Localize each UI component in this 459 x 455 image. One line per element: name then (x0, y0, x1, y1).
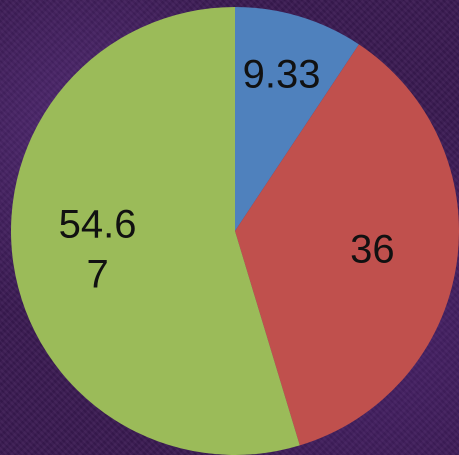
data-label-2-line-1: 36 (350, 227, 395, 271)
data-label-1-line-1: 9.33 (243, 52, 321, 96)
pie-slice-2 (235, 44, 459, 446)
data-label-3-line-2: 7 (86, 252, 108, 296)
pie-slices (10, 7, 459, 455)
data-label-3: 54.6 7 (59, 202, 137, 296)
data-label-2: 36 (350, 227, 395, 271)
pie-slice-3 (10, 7, 300, 455)
data-label-3-line-1: 54.6 (59, 202, 137, 246)
pie-slice-1 (235, 7, 359, 231)
data-label-1: 9.33 (243, 52, 321, 96)
